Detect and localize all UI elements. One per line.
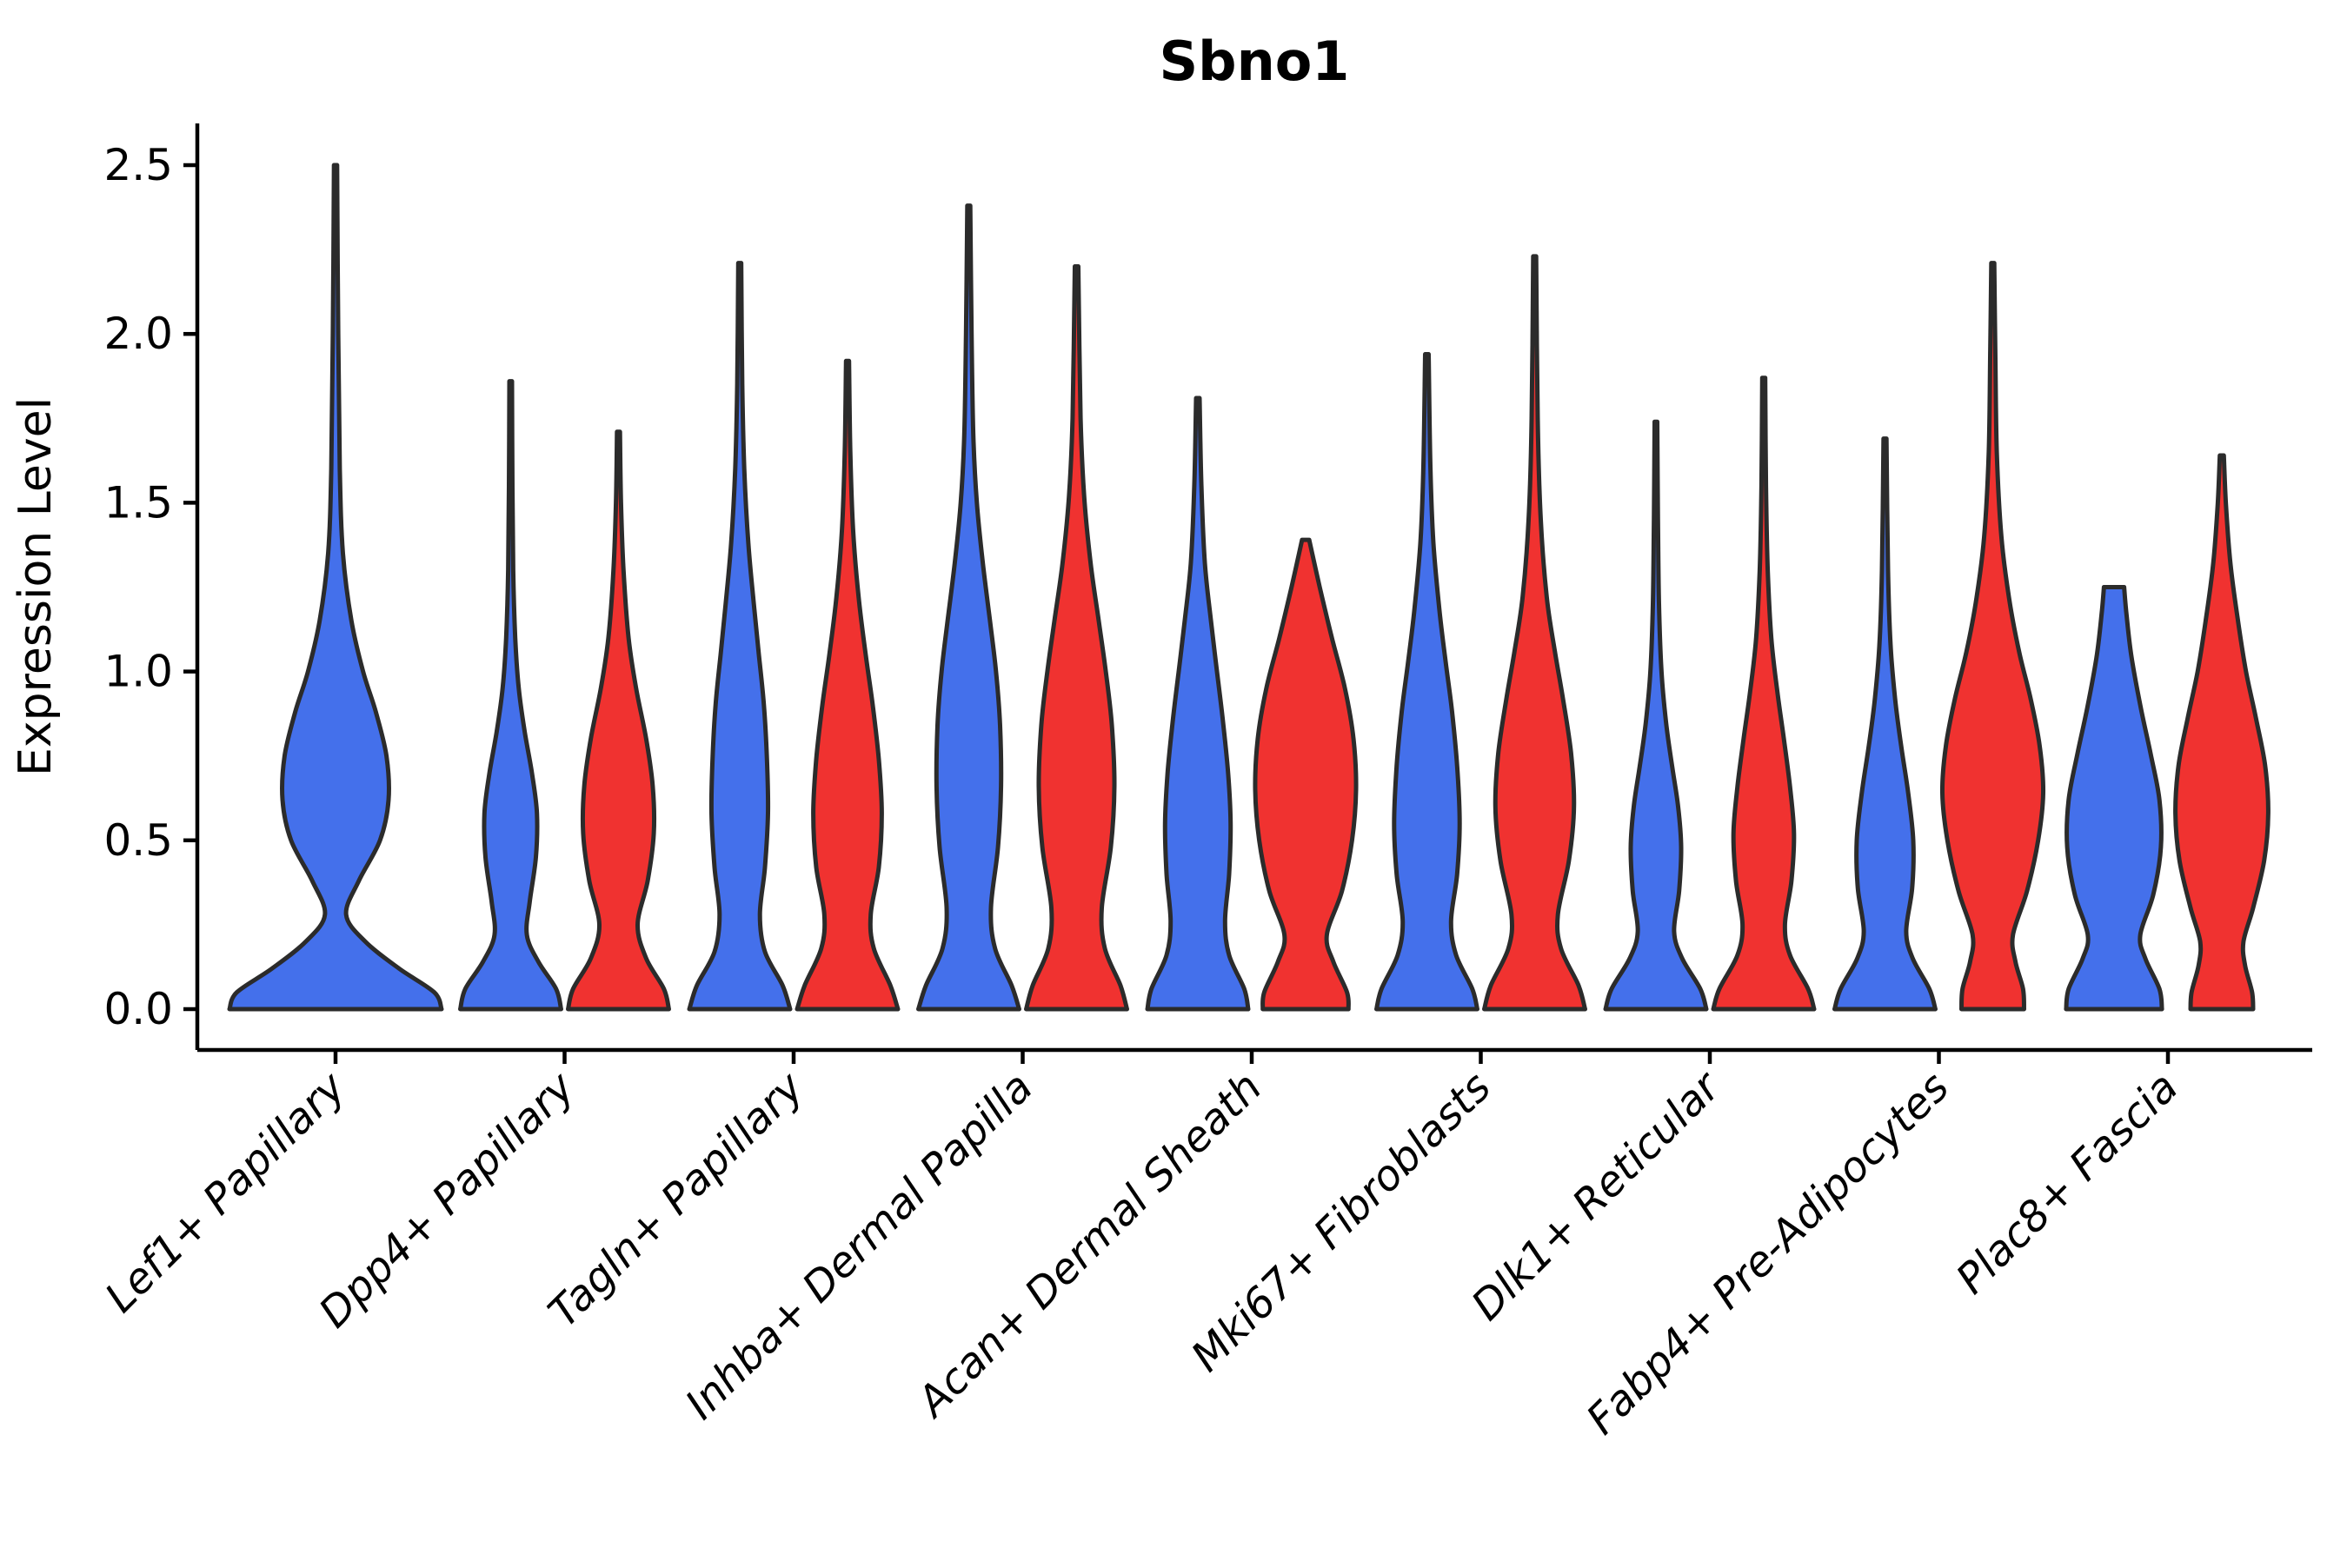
y-tick-label: 1.5 — [103, 477, 173, 528]
violin-red-dpp4-papillary — [566, 429, 671, 1012]
y-tick-label: 2.5 — [103, 140, 173, 190]
x-tick-label: Dlk1+ Reticular — [1462, 1061, 1732, 1331]
x-tick-label: Tagln+ Papillary — [539, 1062, 814, 1337]
violin-blue-lef1-papillary — [227, 163, 444, 1012]
y-tick-label: 1.0 — [103, 647, 173, 697]
x-tick-label: Fabp4+ Pre-Adipocytes — [1577, 1063, 1958, 1445]
x-tick-label: Plac8+ Fascia — [1947, 1063, 2188, 1304]
violin-red-mki67-fibroblasts — [1482, 254, 1587, 1012]
y-tick-label: 2.0 — [103, 309, 173, 359]
y-tick-label: 0.5 — [103, 815, 173, 866]
violin-red-inhba-dermal-papilla — [1024, 264, 1129, 1012]
y-tick-label: 0.0 — [103, 984, 173, 1034]
violin-red-dlk1-reticular — [1711, 375, 1817, 1012]
violin-blue-tagln-papillary — [687, 261, 793, 1012]
violin-blue-dpp4-papillary — [458, 379, 563, 1012]
violin-red-fabp4-pre-adipocytes — [1939, 261, 2046, 1012]
violin-blue-fabp4-pre-adipocytes — [1832, 436, 1938, 1012]
chart-title: Sbno1 — [1160, 30, 1350, 93]
violin-blue-dlk1-reticular — [1603, 419, 1709, 1012]
violin-red-plac8-fascia — [2173, 453, 2271, 1012]
x-tick-label: Dpp4+ Papillary — [309, 1062, 584, 1337]
violin-red-tagln-papillary — [795, 358, 901, 1012]
violin-blue-plac8-fascia — [2064, 585, 2164, 1012]
x-tick-label: Lef1+ Papillary — [96, 1062, 356, 1322]
violins-layer — [227, 163, 2271, 1012]
y-axis-label: Expression Level — [10, 397, 62, 776]
violin-blue-mki67-fibroblasts — [1374, 352, 1479, 1012]
violin-blue-acan-dermal-sheath — [1145, 395, 1251, 1012]
violin-blue-inhba-dermal-papilla — [916, 203, 1021, 1012]
violin-red-acan-dermal-sheath — [1253, 537, 1359, 1012]
